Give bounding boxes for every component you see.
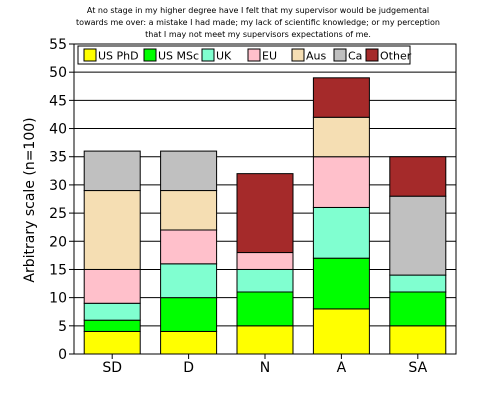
- bar-segment-us-phd-a: [312, 308, 370, 355]
- bar-segment-uk-a: [312, 206, 370, 259]
- y-tick-label: 10: [49, 291, 67, 307]
- bar-segment-ca-d: [160, 150, 218, 192]
- legend-swatch-us-msc: [143, 48, 157, 62]
- legend-label: UK: [216, 50, 232, 63]
- bar-segment-uk-d: [160, 263, 218, 299]
- plot-frame: [73, 43, 457, 355]
- legend-label: US PhD: [98, 50, 139, 63]
- x-tick-label: SA: [408, 360, 427, 376]
- bar-segment-us-msc-sa: [389, 291, 447, 327]
- bars: [83, 77, 447, 355]
- legend-swatch-ca: [333, 48, 347, 62]
- chart-title-line: towards me over: a mistake I had made; m…: [76, 18, 440, 27]
- bar-segment-us-phd-sd: [83, 330, 141, 355]
- bar-segment-ca-sd: [83, 150, 141, 192]
- bar-segment-other-a: [312, 77, 370, 118]
- legend-swatch-eu: [247, 48, 261, 62]
- bar-segment-us-msc-d: [160, 297, 218, 332]
- bar-segment-other-n: [236, 173, 294, 254]
- x-tick-label: SD: [102, 360, 122, 376]
- bar-segment-ca-sa: [389, 195, 447, 276]
- legend-label: Other: [380, 50, 412, 63]
- bar-segment-us-msc-a: [312, 257, 370, 310]
- chart-title-line: At no stage in my higher degree have I f…: [87, 6, 429, 15]
- x-tick-label: D: [183, 360, 194, 376]
- bar-segment-us-phd-d: [160, 330, 218, 355]
- bar-segment-eu-d: [160, 229, 218, 265]
- bar-segment-us-msc-sd: [83, 319, 141, 332]
- legend-swatch-other: [365, 48, 379, 62]
- bar-segment-us-phd-n: [236, 325, 294, 355]
- bar-segment-uk-sa: [389, 274, 447, 293]
- legend-swatch-aus: [291, 48, 305, 62]
- y-tick-label: 5: [58, 319, 67, 335]
- legend-label: Aus: [306, 50, 326, 63]
- legend-box: [77, 45, 411, 65]
- y-tick-label: 50: [49, 65, 67, 81]
- bar-segment-aus-sd: [83, 190, 141, 270]
- bar-segment-aus-a: [312, 116, 370, 158]
- y-tick-label: 25: [49, 206, 67, 222]
- y-tick-label: 30: [49, 178, 67, 194]
- y-tick-label: 0: [58, 347, 67, 363]
- axes: 0 5 10 15 20 25 30 35 40 45 50 55 SD D N A SA Arbitrary s…: [22, 37, 457, 376]
- chart-title: At no stage in my higher degree have I f…: [76, 6, 440, 39]
- y-tick-label: 15: [49, 262, 67, 278]
- bar-segment-us-phd-sa: [389, 325, 447, 355]
- y-tick-label: 45: [49, 93, 67, 109]
- x-tick-label: N: [260, 360, 270, 376]
- y-tick-label: 20: [49, 234, 67, 250]
- legend-label: US MSc: [158, 50, 199, 63]
- legend-swatch-us-phd: [83, 48, 97, 62]
- chart-title-line: that I may not meet my supervisors expec…: [145, 30, 371, 39]
- bar-segment-eu-sd: [83, 268, 141, 304]
- legend-label: Ca: [348, 50, 362, 63]
- bar-segment-us-msc-n: [236, 291, 294, 327]
- bar-segment-uk-sd: [83, 302, 141, 321]
- bar-segment-eu-a: [312, 156, 370, 208]
- legend-swatch-uk: [201, 48, 215, 62]
- legend: US PhD US MSc UK EU Aus Ca Other: [77, 45, 412, 65]
- y-axis-label: Arbitrary scale (n=100): [22, 117, 38, 282]
- y-tick-label: 35: [49, 150, 67, 166]
- y-tick-label: 55: [49, 37, 67, 53]
- bar-segment-aus-d: [160, 190, 218, 231]
- bar-segment-other-sa: [389, 156, 447, 197]
- x-tick-label: A: [337, 360, 347, 376]
- bar-segment-eu-n: [236, 252, 294, 270]
- bar-segment-uk-n: [236, 268, 294, 293]
- legend-label: EU: [262, 50, 277, 63]
- y-tick-label: 40: [49, 122, 67, 138]
